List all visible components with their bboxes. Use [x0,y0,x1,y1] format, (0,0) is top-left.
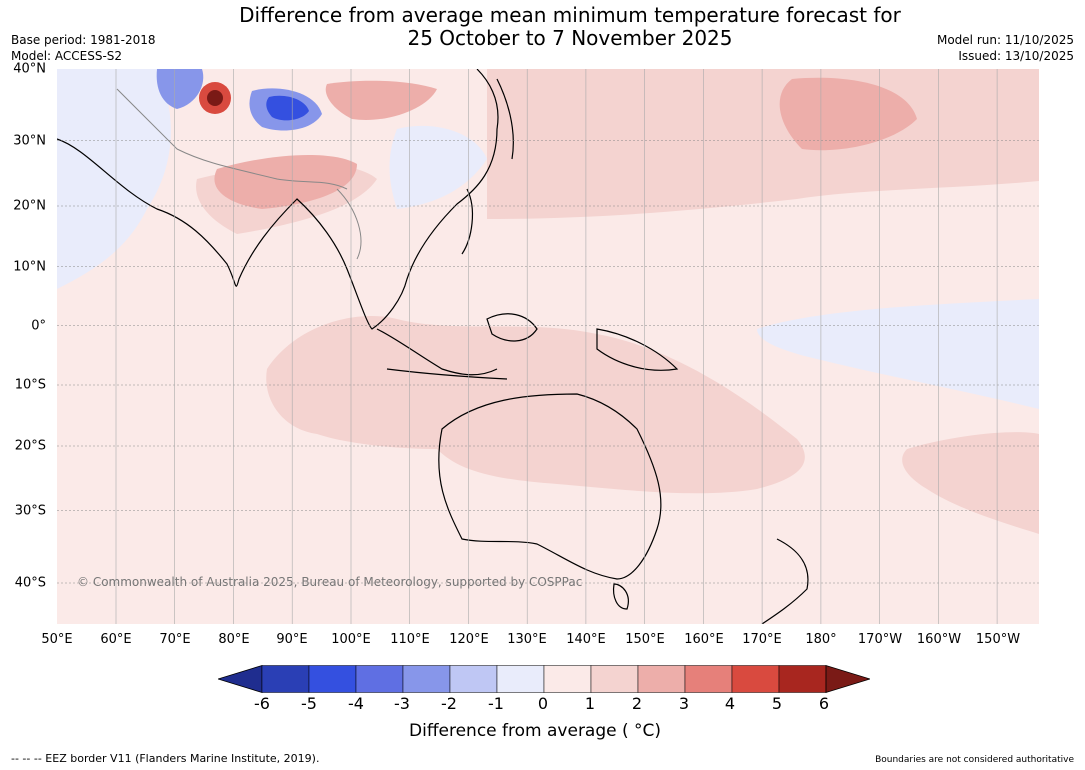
meta-left: Base period: 1981-2018 Model: ACCESS-S2 [11,32,156,64]
cool-field-central-asia [156,69,204,109]
lat-label: 20°S [14,438,46,454]
lon-label: 110°E [390,632,430,647]
lon-label: 100°E [331,632,371,647]
colorbar-tick: 5 [771,694,783,713]
taiwan-philippines-coast [461,188,473,255]
lon-label: 160°E [684,632,724,647]
lon-label: 180° [805,632,837,647]
lon-label: 80°E [218,632,250,647]
korea-japan-coast [496,78,514,160]
colorbar-cell [449,665,498,693]
colorbar-cell [590,665,639,693]
colorbar-cell [637,665,686,693]
colorbar-extend-high [825,664,870,694]
new-zealand-coast [761,538,809,624]
lat-label: 20°N [13,198,46,214]
country-border-1 [116,88,348,190]
lat-label: 10°N [13,259,46,274]
colorbar-tick: -6 [254,694,270,713]
lon-label: 170°E [742,632,782,647]
meridians [115,69,998,624]
cool-field-central-pacific [757,299,1039,409]
lon-label: 160°W [916,632,962,647]
lon-label: 60°E [100,632,132,647]
model-run: Model run: 11/10/2025 [936,33,1074,47]
lon-label: 70°E [159,632,191,647]
colorbar-cells [218,664,870,694]
warm-field-2-3-pacific [779,77,917,151]
colorbar-tick: 2 [631,694,643,713]
colorbar-extend-low [218,664,263,694]
tasmania-coast [612,583,629,610]
lat-label: 30°S [14,503,46,518]
colorbar-title: Difference from average ( °C) [409,721,662,741]
warm-field-2-3-asia [325,80,437,120]
colorbar-tick: -5 [301,694,317,713]
colorbar-cell [355,665,404,693]
borneo-coast [486,313,538,342]
colorbar-tick: -4 [348,694,364,713]
lat-label: 40°N [13,61,46,77]
colorbar-cell [261,665,310,693]
colorbar-tick: 1 [584,694,596,713]
borders [116,88,362,260]
colorbar-tick: 6 [818,694,830,713]
country-border-2 [336,188,362,260]
asia-coastline [57,69,499,330]
colorbar-tick: 4 [724,694,736,713]
colorbar-cell [731,665,780,693]
java-coast [386,368,508,380]
sumatra-coast [376,328,498,376]
colorbar-tick: -1 [488,694,504,713]
colorbar-cell [543,665,592,693]
title-line-2: 25 October to 7 November 2025 [407,26,733,50]
warm-field-south-pacific [902,432,1039,534]
colorbar-tick: 3 [678,694,690,713]
lon-label: 50°E [41,632,73,647]
cool-field-china [389,125,487,209]
cool-core-tibet [266,95,309,121]
lon-label: 120°E [449,632,489,647]
colorbar-tick: 0 [537,694,549,713]
lon-label: 90°E [276,632,308,647]
colorbar-tick: -3 [394,694,410,713]
lon-label: 150°W [975,632,1021,647]
temperature-anomaly-map: © Commonwealth of Australia 2025, Bureau… [57,69,1039,624]
anomaly-fields [57,69,1039,534]
warm-field-maritime [266,316,805,494]
issued-date: Issued: 13/10/2025 [958,49,1074,63]
lat-label: 40°S [14,575,46,591]
colorbar-cell [496,665,545,693]
australia-coast [438,393,662,580]
new-guinea-coast [596,328,679,371]
lat-label: 30°N [13,133,46,148]
lon-label: 130°E [507,632,547,647]
lon-label: 140°E [566,632,606,647]
colorbar-cell [308,665,357,693]
model-name: Model: ACCESS-S2 [11,49,123,63]
colorbar-tick: -2 [441,694,457,713]
boundary-disclaimer: Boundaries are not considered authoritat… [875,755,1074,765]
meta-right: Model run: 11/10/2025 Issued: 13/10/2025 [937,32,1074,64]
hot-spot-core [207,90,223,106]
lat-label: 10°S [14,377,46,393]
lon-label: 150°E [625,632,665,647]
title-line-1: Difference from average mean minimum tem… [239,3,901,27]
eez-border-note: -- -- -- EEZ border V11 (Flanders Marine… [11,752,320,765]
colorbar-cell [684,665,733,693]
colorbar-cell [402,665,451,693]
base-period: Base period: 1981-2018 [11,33,156,47]
coastlines [57,69,809,624]
colorbar [218,664,870,694]
lat-label: 0° [31,318,46,333]
lon-label: 170°W [857,632,903,647]
map-title: Difference from average mean minimum tem… [0,4,1085,50]
copyright-notice: © Commonwealth of Australia 2025, Bureau… [77,575,582,589]
colorbar-cell [778,665,827,693]
warm-field-2-3-india [214,154,357,209]
